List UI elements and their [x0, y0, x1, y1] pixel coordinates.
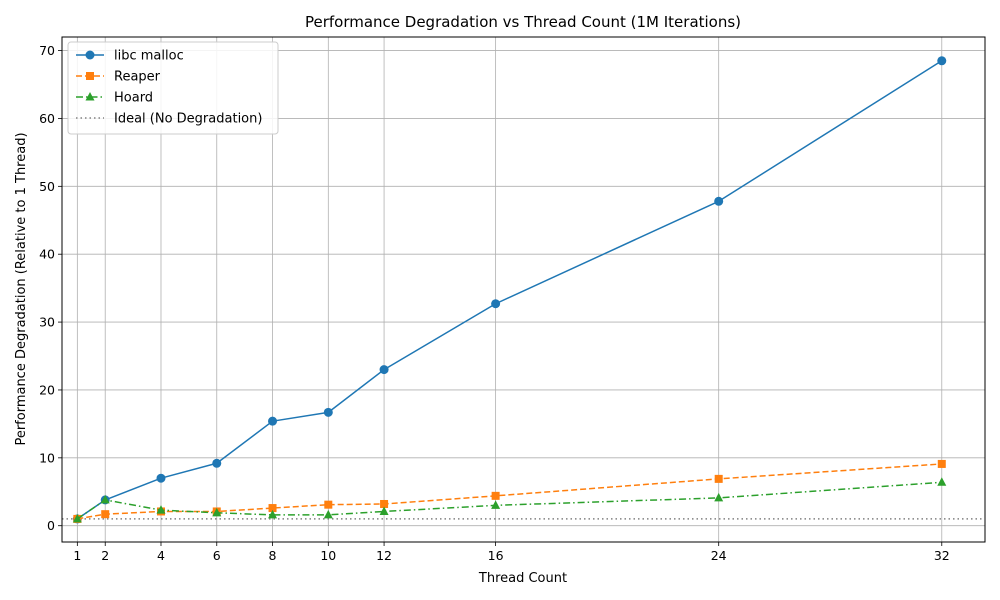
y-tick-label: 50: [39, 179, 55, 194]
data-point-marker: [324, 500, 333, 509]
data-point-marker: [379, 365, 389, 375]
legend-entry: libc malloc: [76, 49, 184, 64]
series-line: [76, 481, 942, 520]
data-point-marker: [714, 196, 724, 206]
data-point-marker: [323, 407, 333, 417]
data-point-marker: [268, 416, 278, 426]
plot-frame: [61, 36, 986, 543]
data-point-marker: [323, 509, 333, 519]
legend-label: Hoard: [114, 91, 153, 106]
data-point-marker: [101, 510, 110, 519]
data-point-marker: [379, 506, 389, 515]
data-point-marker: [156, 505, 166, 514]
x-tick-label: 2: [101, 548, 109, 563]
data-point-marker: [491, 299, 501, 309]
data-point-marker: [85, 92, 95, 101]
y-tick-label: 60: [39, 111, 55, 126]
data-point-marker: [85, 50, 95, 60]
x-tick-label: 4: [157, 548, 165, 563]
legend-box: [67, 41, 279, 135]
y-tick-label: 10: [39, 450, 55, 465]
legend-label: libc malloc: [114, 49, 184, 64]
y-tick-label: 20: [39, 382, 55, 397]
data-point-marker: [86, 72, 94, 80]
legend-entry: Reaper: [76, 70, 161, 85]
data-point-marker: [268, 504, 277, 513]
legend: libc malloc Reaper Hoard Ideal (No Degradat…: [67, 41, 279, 135]
data-point-marker: [714, 492, 724, 502]
data-point-marker: [937, 459, 946, 468]
data-point-marker: [937, 477, 947, 486]
legend-entry: Hoard: [76, 91, 153, 106]
chart-title: Performance Degradation vs Thread Count …: [305, 13, 741, 31]
data-point-marker: [100, 494, 110, 504]
data-point-marker: [937, 56, 947, 66]
series-line: [76, 60, 943, 520]
data-point-marker: [380, 499, 389, 508]
data-point-marker: [212, 507, 222, 517]
x-tick-label: 32: [934, 548, 950, 563]
x-tick-label: 8: [269, 548, 277, 563]
y-axis-title: Performance Degradation (Relative to 1 T…: [14, 132, 29, 445]
series-hoard: [72, 477, 947, 523]
data-point-marker: [491, 491, 500, 500]
series-layer: [72, 56, 947, 524]
legend-entry: Ideal (No Degradation): [76, 112, 262, 127]
x-tick-label: 6: [213, 548, 221, 563]
y-tick-label: 0: [47, 518, 55, 533]
legend-label: Reaper: [114, 70, 161, 85]
y-axis-ticks: 0 10 20 30 40 50 60 70: [39, 43, 62, 533]
data-point-marker: [268, 509, 278, 519]
data-point-marker: [72, 513, 82, 523]
data-point-marker: [156, 473, 166, 483]
data-point-marker: [491, 500, 501, 509]
y-tick-label: 30: [39, 315, 55, 330]
data-point-marker: [714, 474, 723, 483]
y-tick-label: 70: [39, 43, 55, 58]
series-line: [77, 463, 942, 520]
x-axis-title: Thread Count: [478, 571, 567, 586]
x-tick-label: 16: [488, 548, 504, 563]
x-tick-label: 10: [320, 548, 336, 563]
x-axis-ticks: 1 2 4 6 8 10 12 16 24 32: [73, 542, 950, 563]
legend-label: Ideal (No Degradation): [114, 112, 262, 127]
data-point-marker: [212, 458, 222, 468]
x-tick-label: 1: [73, 548, 81, 563]
x-tick-label: 12: [376, 548, 392, 563]
y-tick-label: 40: [39, 247, 55, 262]
x-tick-label: 24: [711, 548, 727, 563]
